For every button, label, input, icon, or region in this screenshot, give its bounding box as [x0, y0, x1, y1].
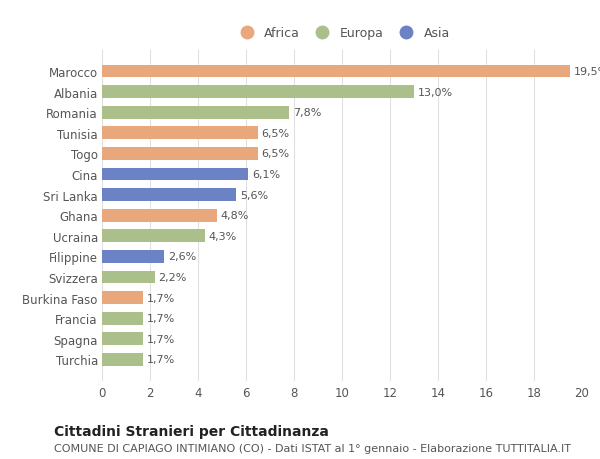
Bar — [102, 251, 164, 263]
Bar — [102, 189, 236, 202]
Text: 19,5%: 19,5% — [574, 67, 600, 77]
Text: 6,5%: 6,5% — [262, 149, 290, 159]
Bar — [102, 291, 143, 304]
Bar — [102, 127, 258, 140]
Bar — [102, 66, 570, 78]
Text: 1,7%: 1,7% — [146, 355, 175, 364]
Text: 1,7%: 1,7% — [146, 313, 175, 324]
Bar — [102, 86, 414, 99]
Legend: Africa, Europa, Asia: Africa, Europa, Asia — [230, 24, 454, 44]
Bar — [102, 168, 248, 181]
Bar — [102, 230, 205, 243]
Text: 1,7%: 1,7% — [146, 293, 175, 303]
Text: 7,8%: 7,8% — [293, 108, 321, 118]
Bar — [102, 333, 143, 346]
Text: 2,6%: 2,6% — [168, 252, 196, 262]
Text: 6,1%: 6,1% — [252, 170, 280, 179]
Bar — [102, 353, 143, 366]
Text: 1,7%: 1,7% — [146, 334, 175, 344]
Text: 4,8%: 4,8% — [221, 211, 249, 221]
Bar — [102, 106, 289, 119]
Text: 6,5%: 6,5% — [262, 129, 290, 139]
Bar — [102, 148, 258, 161]
Text: 5,6%: 5,6% — [240, 190, 268, 200]
Bar — [102, 209, 217, 222]
Text: 4,3%: 4,3% — [209, 231, 237, 241]
Text: 13,0%: 13,0% — [418, 88, 453, 97]
Text: 2,2%: 2,2% — [158, 272, 187, 282]
Text: Cittadini Stranieri per Cittadinanza: Cittadini Stranieri per Cittadinanza — [54, 425, 329, 438]
Bar — [102, 312, 143, 325]
Text: COMUNE DI CAPIAGO INTIMIANO (CO) - Dati ISTAT al 1° gennaio - Elaborazione TUTTI: COMUNE DI CAPIAGO INTIMIANO (CO) - Dati … — [54, 443, 571, 453]
Bar — [102, 271, 155, 284]
